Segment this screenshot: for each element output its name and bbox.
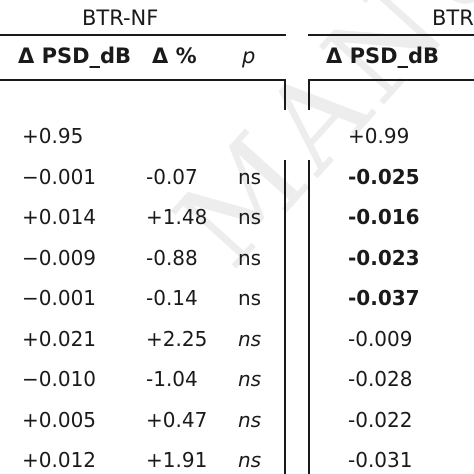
right-psd-cell: -0.016 [348, 205, 420, 229]
left-pct-cell: +2.25 [146, 326, 208, 351]
right-psd-cell: -0.023 [348, 245, 420, 270]
left-psd-cell: −0.001 [22, 164, 97, 189]
divider-left-lower [284, 160, 286, 474]
left-pct-cell: -0.14 [146, 286, 198, 310]
group-title-btr: BTR [432, 6, 474, 30]
left-pct-cell: -0.07 [146, 164, 198, 189]
group-title-btr-nf: BTR-NF [82, 6, 159, 30]
right-psd-cell: -0.028 [348, 367, 413, 391]
left-p-cell: ns [238, 245, 262, 270]
right-psd-cell: +0.99 [348, 124, 410, 148]
left-p-cell: ns [238, 448, 262, 472]
left-p-cell: ns [238, 326, 262, 351]
right-psd-cell: -0.025 [348, 164, 420, 189]
left-psd-cell: −0.001 [22, 286, 97, 310]
divider-right-lower [308, 160, 310, 474]
group-rule-right [308, 34, 474, 36]
left-psd-cell: +0.021 [22, 326, 97, 351]
left-p-cell: ns [238, 164, 262, 189]
left-psd-cell: +0.012 [22, 448, 97, 472]
left-pct-cell: +0.47 [146, 407, 208, 432]
left-p-cell: ns [238, 407, 262, 432]
left-psd-cell: +0.95 [22, 124, 84, 148]
left-p-cell: ns [238, 367, 262, 391]
left-pct-cell: +1.48 [146, 205, 208, 229]
left-pct-cell: +1.91 [146, 448, 208, 472]
header-pct-left: Δ % [152, 44, 197, 68]
header-p-left: p [242, 44, 256, 68]
group-rule-left [0, 34, 286, 36]
left-psd-cell: −0.009 [22, 245, 97, 270]
left-psd-cell: +0.014 [22, 205, 97, 229]
left-p-cell: ns [238, 205, 262, 229]
header-psd-left: Δ PSD_dB [18, 44, 132, 68]
right-psd-cell: -0.022 [348, 407, 413, 432]
header-psd-right: Δ PSD_dB [326, 44, 440, 68]
right-psd-cell: -0.037 [348, 286, 420, 310]
divider-left-upper [284, 80, 286, 110]
left-psd-cell: +0.005 [22, 407, 97, 432]
left-pct-cell: -1.04 [146, 367, 198, 391]
right-psd-cell: -0.009 [348, 326, 413, 351]
left-p-cell: ns [238, 286, 262, 310]
left-pct-cell: -0.88 [146, 245, 198, 270]
header-rule-right [308, 79, 474, 81]
header-rule-left [0, 79, 286, 81]
right-psd-cell: -0.031 [348, 448, 413, 472]
divider-right-upper [308, 80, 310, 110]
left-psd-cell: −0.010 [22, 367, 97, 391]
